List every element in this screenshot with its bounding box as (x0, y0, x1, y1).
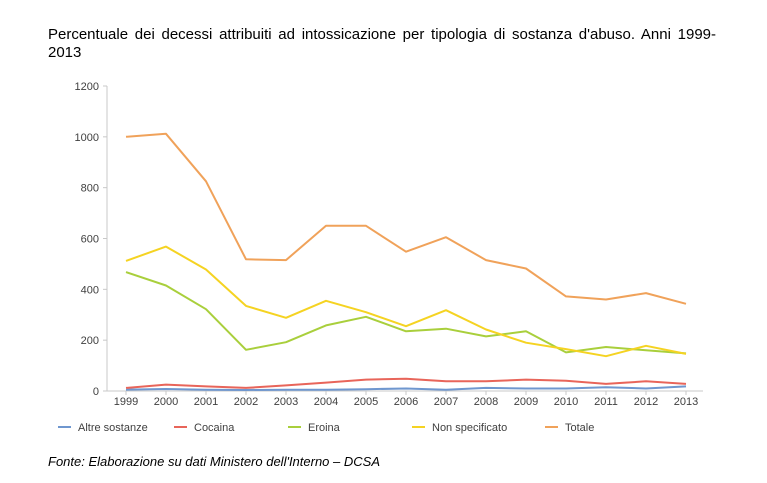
chart-title: Percentuale dei decessi attribuiti ad in… (48, 26, 716, 61)
x-tick-label: 2008 (474, 396, 498, 408)
series-line-eroina (125, 271, 687, 355)
x-tick-label: 2005 (354, 396, 378, 408)
y-tick-label: 1000 (75, 132, 99, 144)
chart-axes: 0 200 400 600 800 1000 1200 1999 2000 2001 2002 200… (75, 81, 703, 408)
x-tick-label: 2007 (434, 396, 458, 408)
chart-plot-area (125, 132, 687, 391)
y-tick-label: 200 (81, 335, 99, 347)
series-line-totale (125, 132, 687, 305)
legend-label: Altre sostanze (78, 422, 148, 434)
chart-legend: Altre sostanze Cocaina Eroina Non specifica… (58, 422, 594, 434)
y-tick-label: 600 (81, 234, 99, 246)
x-tick-label: 2004 (314, 396, 338, 408)
legend-label: Eroina (308, 422, 341, 434)
x-tick-label: 2002 (234, 396, 258, 408)
x-tick-label: 2001 (194, 396, 218, 408)
x-tick-label: 2003 (274, 396, 298, 408)
x-tick-label: 2006 (394, 396, 418, 408)
x-tick-label: 1999 (114, 396, 138, 408)
x-tick-label: 2012 (634, 396, 658, 408)
x-tick-label: 2000 (154, 396, 178, 408)
series-line-altre-sostanze (125, 385, 687, 391)
x-tick-label: 2009 (514, 396, 538, 408)
series-line-cocaina (125, 377, 687, 389)
y-tick-label: 0 (93, 386, 99, 398)
y-tick-label: 800 (81, 183, 99, 195)
x-tick-label: 2010 (554, 396, 578, 408)
series-line-non-specificato (125, 245, 687, 358)
x-tick-label: 2011 (594, 396, 618, 408)
source-note: Fonte: Elaborazione su dati Ministero de… (48, 454, 380, 469)
legend-label: Non specificato (432, 422, 507, 434)
y-tick-label: 1200 (75, 81, 99, 93)
x-tick-label: 2013 (674, 396, 698, 408)
legend-label: Totale (565, 422, 594, 434)
y-tick-label: 400 (81, 284, 99, 296)
legend-label: Cocaina (194, 422, 235, 434)
